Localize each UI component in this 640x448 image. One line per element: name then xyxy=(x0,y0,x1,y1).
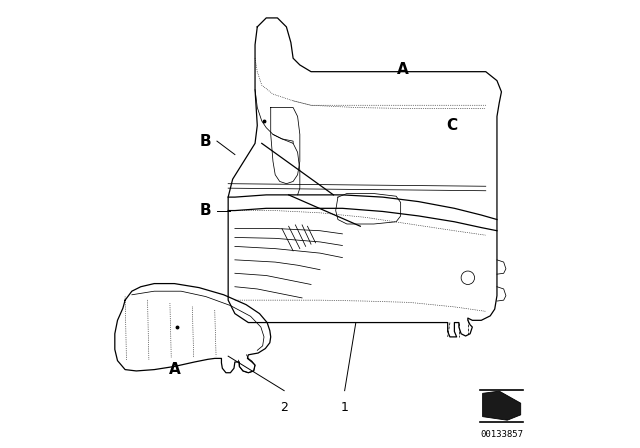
Text: 2: 2 xyxy=(280,401,288,414)
Text: 00133857: 00133857 xyxy=(480,430,523,439)
Text: A: A xyxy=(397,62,409,77)
Text: 1: 1 xyxy=(340,401,349,414)
Text: C: C xyxy=(447,118,458,133)
Text: B: B xyxy=(200,203,212,218)
Text: B: B xyxy=(200,134,212,149)
Polygon shape xyxy=(483,391,521,420)
Text: A: A xyxy=(168,362,180,377)
